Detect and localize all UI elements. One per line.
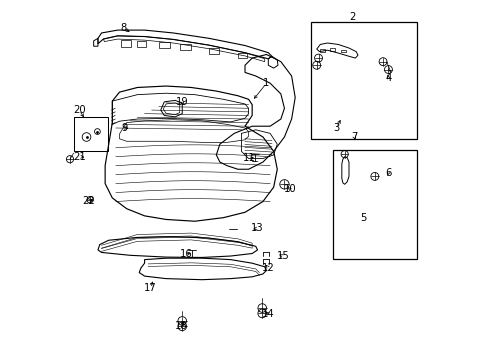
Text: 15: 15 <box>277 251 290 261</box>
Text: 22: 22 <box>83 196 96 206</box>
Text: 1: 1 <box>263 78 270 88</box>
Text: 11: 11 <box>244 153 256 163</box>
Text: 18: 18 <box>175 321 188 331</box>
Bar <box>74 117 108 151</box>
Text: 10: 10 <box>284 184 296 194</box>
Text: 3: 3 <box>333 123 340 133</box>
Text: 7: 7 <box>351 132 358 142</box>
Bar <box>330 48 335 50</box>
Bar <box>238 53 247 58</box>
Bar <box>180 44 191 50</box>
Text: 14: 14 <box>262 309 274 319</box>
Text: 8: 8 <box>120 23 126 33</box>
Text: 17: 17 <box>145 283 157 293</box>
Text: 20: 20 <box>73 105 86 115</box>
Text: 16: 16 <box>179 249 192 259</box>
Bar <box>159 41 170 48</box>
Bar <box>320 49 325 51</box>
Text: 9: 9 <box>122 123 128 133</box>
Bar <box>333 149 417 259</box>
Text: 12: 12 <box>262 263 275 273</box>
Bar <box>341 50 346 52</box>
Bar <box>122 40 131 46</box>
Bar <box>311 22 417 139</box>
Bar <box>137 41 147 46</box>
Text: 21: 21 <box>73 152 86 162</box>
Text: 6: 6 <box>385 168 392 178</box>
Text: 2: 2 <box>349 12 356 22</box>
Bar <box>209 48 219 54</box>
Text: 4: 4 <box>385 73 392 83</box>
Text: 19: 19 <box>176 97 189 107</box>
Text: 5: 5 <box>360 213 367 222</box>
Text: 13: 13 <box>251 224 264 233</box>
